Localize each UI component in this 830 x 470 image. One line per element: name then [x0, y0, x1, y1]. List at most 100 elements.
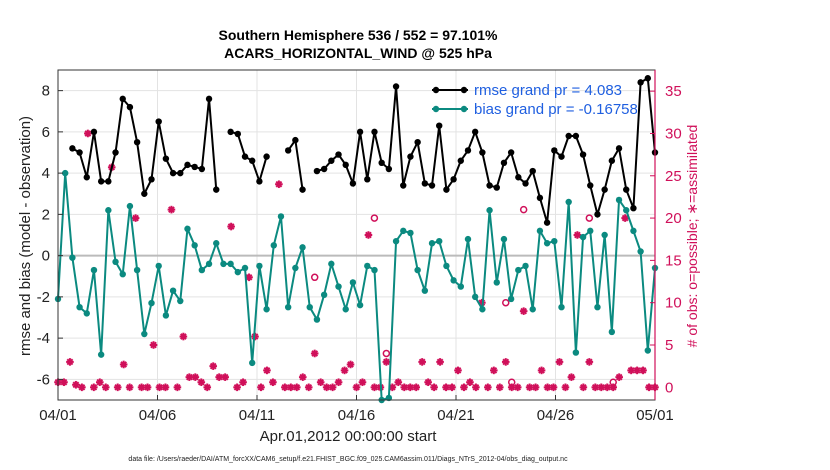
obs-assimilated-marker: [382, 358, 391, 366]
obs-stroke: [221, 373, 229, 381]
obs-assimilated-marker: [125, 383, 134, 392]
rmse-point: [529, 167, 536, 175]
rmse-point: [191, 163, 198, 171]
obs-stroke: [526, 383, 533, 391]
rmse-point: [177, 169, 184, 177]
bias-point: [306, 303, 313, 311]
x-axis-label: Apr.01,2012 00:00:00 start: [260, 428, 438, 445]
rmse-point: [292, 136, 299, 144]
obs-assimilated-marker: [90, 383, 98, 392]
bias-point: [543, 240, 551, 247]
rmse-point: [644, 75, 652, 82]
obs-possible-marker: [507, 378, 516, 386]
obs-stroke: [633, 367, 641, 374]
bias-point: [479, 306, 486, 313]
rmse-point: [328, 157, 335, 164]
legend-item-rmse: rmse grand pr = 4.083: [432, 82, 622, 99]
obs-assimilated-marker: [448, 383, 456, 392]
obs-stroke: [382, 358, 390, 366]
y-tick-label: -2: [37, 289, 50, 306]
bias-point: [177, 297, 184, 305]
obs-assimilated-marker: [113, 383, 122, 392]
rmse-point: [551, 147, 558, 154]
bias-point: [428, 240, 436, 247]
bias-point: [76, 303, 83, 311]
bias-point: [450, 277, 457, 284]
obs-assimilated-marker: [436, 358, 444, 366]
bias-point: [507, 295, 515, 303]
obs-possible-marker: [310, 273, 319, 282]
rmse-point: [227, 128, 234, 136]
obs-stroke: [227, 223, 235, 230]
obs-stroke: [138, 383, 145, 391]
bias-point: [105, 207, 112, 214]
obs-stroke: [287, 383, 295, 391]
bias-point: [184, 225, 191, 233]
bias-point: [349, 279, 357, 286]
obs-stroke: [400, 383, 408, 391]
obs-stroke: [233, 383, 241, 391]
bias-point: [623, 207, 630, 214]
rmse-point: [184, 161, 191, 169]
rmse-line: [230, 130, 268, 185]
obs-assimilated-marker: [352, 383, 361, 392]
y2-axis-label: # of obs: o=possible; ∗=assimilated: [684, 125, 700, 348]
rmse-point: [162, 155, 170, 162]
y-tick-label: 0: [42, 248, 50, 265]
bias-point: [191, 242, 198, 249]
obs-assimilated-marker: [143, 383, 152, 392]
bias-point: [249, 359, 256, 367]
rmse-point: [486, 182, 493, 189]
rmse-point: [623, 186, 630, 193]
bias-point: [169, 287, 177, 294]
bias-point: [587, 227, 594, 235]
x-tick-label: 04/06: [139, 407, 177, 424]
bias-point: [277, 213, 285, 220]
y-axis-label: rmse and bias (model - observation): [17, 116, 34, 356]
obs-stroke: [78, 383, 86, 391]
rmse-point: [579, 151, 587, 158]
obs-assimilated-marker: [430, 383, 438, 392]
rmse-point: [587, 182, 594, 189]
obs-assimilated-marker: [167, 205, 176, 214]
obs-possible-marker: [502, 298, 510, 307]
obs-assimilated-marker: [466, 378, 474, 387]
obs-count-layer: [54, 129, 659, 392]
bias-point: [83, 310, 90, 317]
rmse-point: [500, 159, 508, 167]
rmse-point: [637, 79, 644, 86]
rmse-point: [119, 95, 126, 103]
obs-stroke: [490, 367, 498, 374]
bias-point: [522, 262, 529, 270]
bias-point: [126, 202, 134, 210]
rmse-point: [76, 149, 83, 156]
bias-point: [119, 270, 126, 278]
obs-possible-marker: [382, 349, 391, 358]
rmse-point: [141, 190, 148, 197]
rmse-point: [565, 132, 572, 140]
x-tick-label: 04/16: [338, 407, 376, 424]
bias-point: [227, 260, 234, 268]
rmse-point: [443, 186, 450, 193]
legend-swatch-point: [460, 105, 468, 113]
bias-point: [313, 316, 321, 323]
rmse-point: [371, 128, 378, 136]
obs-assimilated-marker: [394, 378, 403, 387]
obs-stroke: [574, 231, 581, 239]
obs-stroke: [168, 206, 175, 213]
obs-assimilated-marker: [78, 383, 86, 392]
obs-stroke: [60, 378, 68, 386]
bias-point: [292, 264, 299, 272]
obs-assimilated-marker: [484, 383, 492, 392]
rmse-point: [457, 157, 464, 164]
bias-point: [234, 268, 242, 276]
obs-stroke: [353, 383, 360, 391]
obs-stroke: [585, 358, 593, 366]
rmse-point: [414, 138, 421, 146]
y-tick-label: 2: [42, 206, 50, 223]
obs-assimilated-marker: [501, 358, 510, 366]
obs-assimilated-marker: [364, 231, 373, 239]
obs-assimilated-marker: [627, 366, 635, 375]
obs-stroke: [185, 373, 193, 381]
obs-stroke: [347, 361, 354, 368]
